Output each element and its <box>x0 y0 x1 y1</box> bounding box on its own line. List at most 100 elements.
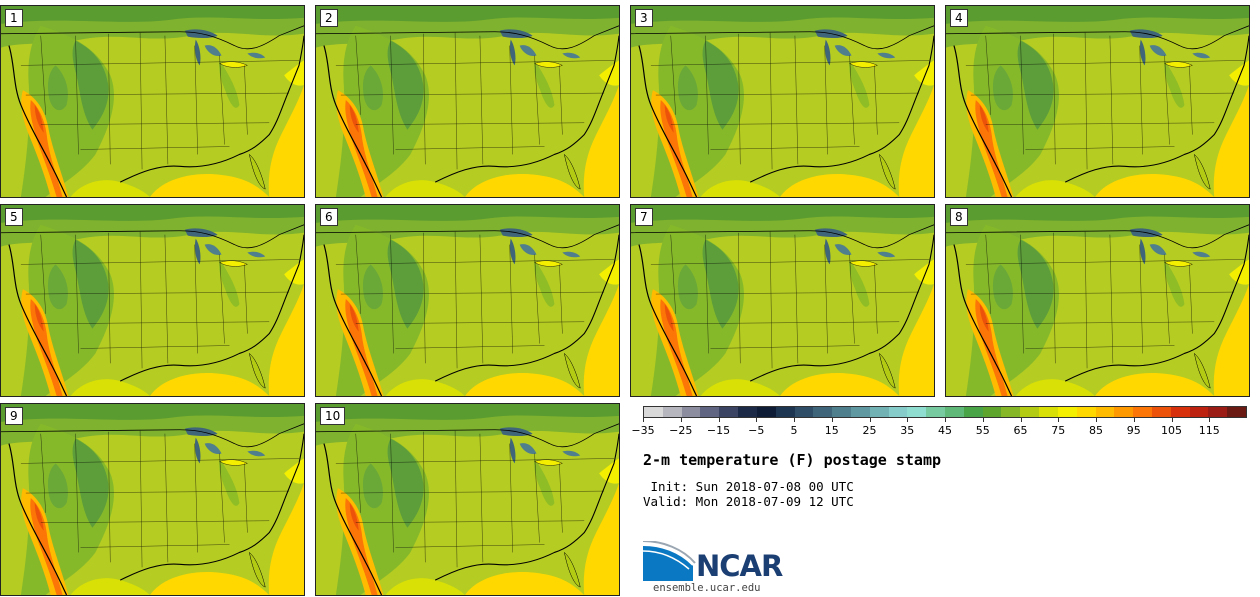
colorbar-tick <box>1171 418 1173 422</box>
colorbar-tick-label: 15 <box>824 424 839 437</box>
temperature-map <box>631 205 934 396</box>
colorbar-segment <box>813 407 833 417</box>
colorbar-segment <box>832 407 851 417</box>
member-number: 6 <box>320 208 338 226</box>
colorbar-segment <box>850 407 870 417</box>
colorbar-tick <box>945 418 946 422</box>
colorbar-segment <box>644 407 663 417</box>
temperature-map <box>316 6 619 197</box>
colorbar-segment <box>662 407 682 417</box>
colorbar-tick-label: 95 <box>1126 424 1141 437</box>
colorbar-segment <box>1227 407 1246 417</box>
colorbar-segment <box>1095 407 1115 417</box>
colorbar-tick-label: 25 <box>862 424 877 437</box>
colorbar-tick-label: 105 <box>1161 424 1182 437</box>
ncar-logo-text: NCAR <box>696 549 783 583</box>
colorbar-segment <box>719 407 739 417</box>
colorbar-segment <box>775 407 795 417</box>
colorbar-tick-label: 55 <box>975 424 990 437</box>
colorbar-tick-label: 5 <box>790 424 798 437</box>
ncar-logo-icon <box>643 541 696 581</box>
colorbar-segment <box>963 407 983 417</box>
colorbar-segment <box>700 407 720 417</box>
colorbar-segment <box>1189 407 1209 417</box>
colorbar-segment <box>1114 407 1134 417</box>
colorbar-segment <box>1001 407 1021 417</box>
colorbar-tick-label: 75 <box>1051 424 1066 437</box>
colorbar-segment <box>681 407 701 417</box>
colorbar-tick <box>680 418 682 422</box>
colorbar-tick <box>831 418 833 422</box>
member-number: 10 <box>320 407 346 425</box>
colorbar-segment <box>1076 407 1096 417</box>
colorbar-segment <box>869 407 889 417</box>
colorbar-segment <box>1208 407 1228 417</box>
colorbar-segment <box>1057 407 1077 417</box>
init-time: Init: Sun 2018-07-08 00 UTC <box>643 479 854 494</box>
temperature-colorbar <box>643 406 1247 418</box>
colorbar-tick <box>643 418 644 422</box>
member-number: 9 <box>5 407 23 425</box>
colorbar-segment <box>1039 407 1058 417</box>
colorbar-tick <box>907 418 909 422</box>
member-number: 3 <box>635 9 653 27</box>
colorbar-tick-label: 85 <box>1089 424 1103 437</box>
ensemble-member-panel: 9 <box>0 403 305 596</box>
temperature-map <box>1 205 304 396</box>
colorbar-tick <box>1096 418 1097 422</box>
ensemble-member-panel: 8 <box>945 204 1250 397</box>
member-number: 2 <box>320 9 338 27</box>
ensemble-member-panel: 7 <box>630 204 935 397</box>
colorbar-segment <box>756 407 776 417</box>
colorbar-tick <box>869 418 871 422</box>
colorbar-segment <box>926 407 945 417</box>
temperature-map <box>1 6 304 197</box>
ensemble-member-panel: 1 <box>0 5 305 198</box>
temperature-map <box>316 404 619 595</box>
valid-time: Valid: Mon 2018-07-09 12 UTC <box>643 494 854 509</box>
colorbar-tick <box>982 418 984 422</box>
colorbar-segment <box>907 407 927 417</box>
plot-title: 2-m temperature (F) postage stamp <box>643 451 942 469</box>
colorbar-segment <box>1133 407 1152 417</box>
member-number: 4 <box>950 9 968 27</box>
temperature-map <box>946 205 1249 396</box>
colorbar-tick-label: 45 <box>938 424 952 437</box>
colorbar-tick <box>1133 418 1135 422</box>
colorbar-tick <box>718 418 720 422</box>
temperature-map <box>946 6 1249 197</box>
colorbar-segment <box>738 407 757 417</box>
temperature-map <box>631 6 934 197</box>
colorbar-tick-labels: −35 −25 −15 −5 5 15 25 35 45 55 65 75 85 95 105 115 <box>631 418 1247 438</box>
member-number: 8 <box>950 208 968 226</box>
colorbar-segment <box>888 407 908 417</box>
colorbar-segment <box>1151 407 1171 417</box>
colorbar-tick-label: −35 <box>631 424 655 437</box>
colorbar-tick-label: 115 <box>1198 424 1220 437</box>
ensemble-member-panel: 3 <box>630 5 935 198</box>
colorbar-tick <box>756 418 758 422</box>
ensemble-member-panel: 10 <box>315 403 620 596</box>
member-number: 7 <box>635 208 653 226</box>
website-url: ensemble.ucar.edu <box>653 582 761 594</box>
colorbar-segment <box>982 407 1002 417</box>
colorbar-segment <box>1020 407 1040 417</box>
colorbar-tick <box>1209 418 1211 422</box>
colorbar-segment <box>794 407 814 417</box>
colorbar-tick <box>1058 418 1060 422</box>
colorbar-tick <box>1020 418 1022 422</box>
colorbar-tick-label: 65 <box>1013 424 1028 437</box>
ensemble-member-panel: 5 <box>0 204 305 397</box>
colorbar-tick <box>794 418 795 422</box>
colorbar-tick-label: −25 <box>669 424 693 437</box>
ensemble-member-panel: 6 <box>315 204 620 397</box>
colorbar-segment <box>945 407 964 417</box>
colorbar-tick-label: 35 <box>900 424 915 437</box>
temperature-map <box>316 205 619 396</box>
colorbar-tick-label: −15 <box>706 424 731 437</box>
ensemble-member-panel: 4 <box>945 5 1250 198</box>
colorbar-segment <box>1170 407 1190 417</box>
ensemble-member-panel: 2 <box>315 5 620 198</box>
member-number: 1 <box>5 9 23 27</box>
temperature-map <box>1 404 304 595</box>
